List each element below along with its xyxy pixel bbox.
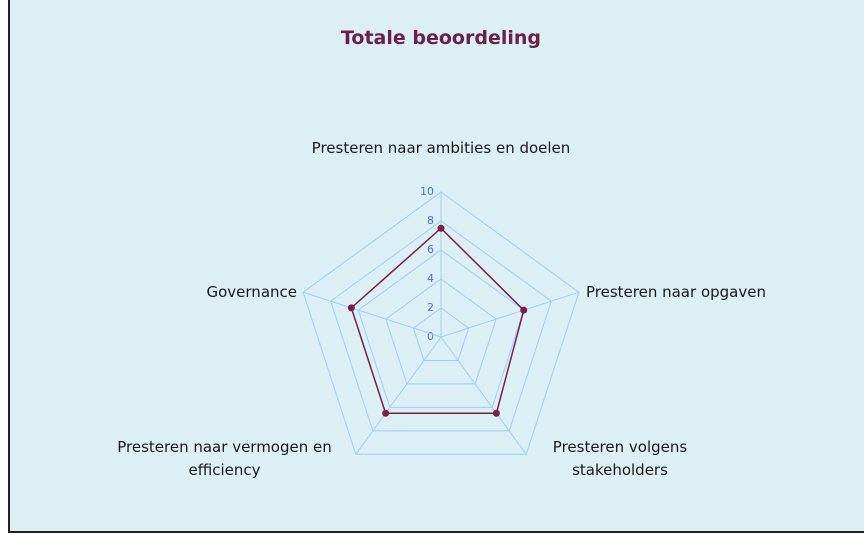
category-label: Governance: [206, 283, 298, 301]
data-point: [347, 304, 355, 312]
chart-panel: [8, 0, 864, 533]
data-point: [437, 224, 445, 232]
tick-label: 6: [427, 243, 434, 256]
tick-label: 8: [427, 214, 434, 227]
category-label: Presteren naar opgaven: [586, 283, 766, 301]
spoke: [302, 291, 442, 338]
category-label: Presteren naar ambities en doelen: [311, 139, 571, 157]
grid-ring: [412, 307, 470, 361]
spoke: [355, 336, 442, 455]
tick-label: 2: [427, 301, 434, 314]
data-point: [520, 306, 528, 314]
spoke: [440, 291, 580, 338]
category-label: Presteren naar vermogen en efficiency: [117, 438, 332, 479]
data-point: [492, 409, 500, 417]
data-point: [382, 409, 390, 417]
tick-label: 0: [427, 330, 434, 343]
tick-label: 10: [420, 185, 434, 198]
tick-label: 4: [427, 272, 434, 285]
spoke: [440, 336, 527, 455]
series-line: [350, 227, 525, 414]
chart-title: Totale beoordeling: [341, 27, 541, 49]
grid-ring: [357, 249, 525, 408]
grid-ring: [330, 220, 552, 432]
category-label: Presteren volgens stakeholders: [552, 438, 688, 479]
grid-ring: [385, 278, 497, 385]
grid-ring: [302, 191, 580, 455]
